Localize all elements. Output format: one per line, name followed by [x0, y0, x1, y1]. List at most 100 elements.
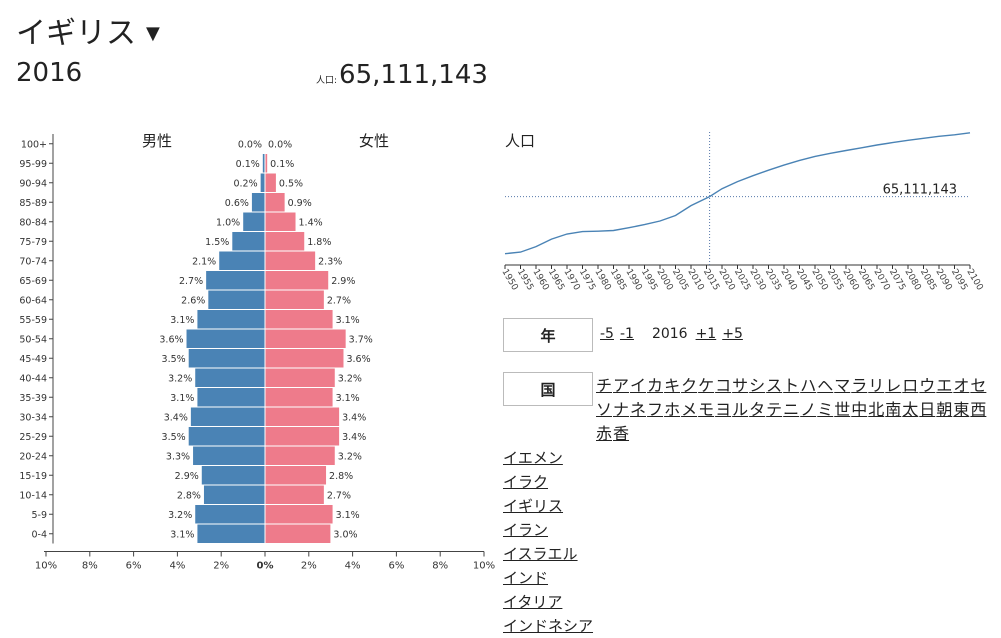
female-bar — [265, 154, 268, 173]
female-bar — [265, 407, 340, 426]
x-tick-label: 4% — [169, 561, 185, 572]
initial-link[interactable]: メ — [681, 400, 698, 419]
initial-link[interactable]: イ — [630, 376, 647, 395]
country-link[interactable]: イギリス — [503, 497, 564, 515]
population-series-line — [504, 132, 971, 255]
x-tick-label: 8% — [82, 561, 98, 572]
country-link[interactable]: イタリア — [503, 593, 563, 611]
initial-link[interactable]: 北 — [868, 400, 885, 419]
female-value-label: 2.7% — [327, 295, 351, 306]
year-minus-1-link[interactable]: -1 — [619, 326, 634, 342]
female-value-label: 0.5% — [279, 178, 303, 189]
initial-link[interactable]: 東 — [953, 400, 970, 419]
country-link[interactable]: インド — [503, 569, 549, 587]
female-bar — [265, 232, 305, 251]
female-bar — [265, 368, 335, 387]
country-link[interactable]: イエメン — [503, 449, 563, 467]
female-bar — [265, 466, 327, 485]
initial-link[interactable]: 香 — [613, 424, 630, 443]
initial-link[interactable]: ロ — [902, 376, 919, 395]
female-bar — [265, 388, 333, 407]
male-value-label: 3.2% — [168, 510, 192, 521]
x-tick-label: 8% — [432, 561, 448, 572]
initial-link[interactable]: ク — [681, 376, 698, 395]
male-bar — [219, 251, 265, 270]
initial-link[interactable]: ナ — [613, 400, 630, 419]
female-value-label: 0.9% — [288, 198, 312, 209]
initial-link[interactable]: ウ — [919, 376, 936, 395]
female-value-label: 3.4% — [342, 412, 366, 423]
initial-link[interactable]: ネ — [630, 400, 647, 419]
x-tick-label: 2100 — [964, 268, 984, 293]
initial-link[interactable]: ア — [613, 376, 630, 395]
initial-link[interactable]: ニ — [783, 400, 800, 419]
age-label: 55-59 — [19, 315, 47, 326]
initial-link[interactable]: テ — [766, 400, 783, 419]
initial-link[interactable]: オ — [953, 376, 970, 395]
female-bar — [265, 212, 296, 231]
initial-link[interactable]: コ — [715, 376, 732, 395]
initial-link[interactable]: ノ — [800, 400, 817, 419]
country-title[interactable]: イギリス ▼ — [16, 8, 160, 52]
initial-link[interactable]: エ — [936, 376, 953, 395]
caret-down-icon[interactable]: ▼ — [146, 23, 160, 44]
initial-link[interactable]: モ — [698, 400, 715, 419]
female-bar — [265, 329, 346, 348]
female-bar — [265, 524, 331, 543]
initial-link[interactable]: ハ — [800, 376, 817, 395]
year-plus-5-link[interactable]: +5 — [722, 326, 743, 342]
female-value-label: 2.7% — [327, 490, 351, 501]
initial-link[interactable]: ト — [783, 376, 800, 395]
year-button[interactable]: 年 — [503, 318, 593, 352]
initial-link[interactable]: 太 — [902, 400, 919, 419]
initial-link[interactable]: ル — [732, 400, 749, 419]
initial-link[interactable]: 朝 — [936, 400, 953, 419]
initial-link[interactable]: サ — [732, 376, 749, 395]
initial-link[interactable]: 日 — [919, 400, 936, 419]
age-label: 50-54 — [19, 334, 47, 345]
initial-link[interactable]: セ — [970, 376, 987, 395]
male-bar — [193, 446, 265, 465]
country-button[interactable]: 国 — [503, 372, 593, 406]
initial-link[interactable]: ミ — [817, 400, 834, 419]
initial-link[interactable]: チ — [596, 376, 613, 395]
initial-link[interactable]: リ — [868, 376, 885, 395]
country-link[interactable]: イラク — [503, 473, 549, 491]
initial-link[interactable]: キ — [664, 376, 681, 395]
initial-link[interactable]: ラ — [851, 376, 868, 395]
country-link[interactable]: イスラエル — [503, 545, 578, 563]
initial-link[interactable]: 赤 — [596, 424, 613, 443]
initial-link[interactable]: シ — [749, 376, 766, 395]
year-minus-5-link[interactable]: -5 — [600, 326, 614, 342]
x-tick-label: 0% — [257, 561, 274, 572]
initial-link[interactable]: マ — [834, 376, 851, 395]
initial-link[interactable]: ヘ — [817, 376, 834, 395]
initial-link[interactable]: 世 — [834, 400, 851, 419]
female-value-label: 3.2% — [338, 373, 362, 384]
male-bar — [190, 407, 265, 426]
initial-link[interactable]: 中 — [851, 400, 868, 419]
initial-link[interactable]: ソ — [596, 400, 613, 419]
initial-link[interactable]: タ — [749, 400, 766, 419]
initial-link[interactable]: 南 — [885, 400, 902, 419]
initial-link[interactable]: レ — [885, 376, 902, 395]
initial-link[interactable]: 西 — [970, 400, 987, 419]
initial-link[interactable]: ヨ — [715, 400, 732, 419]
initial-link[interactable]: カ — [647, 376, 664, 395]
female-value-label: 2.8% — [329, 471, 353, 482]
initial-link[interactable]: ス — [766, 376, 783, 395]
male-bar — [186, 329, 265, 348]
female-bar — [265, 271, 329, 290]
male-value-label: 3.2% — [168, 373, 192, 384]
age-label: 15-19 — [19, 471, 47, 482]
age-label: 30-34 — [19, 412, 47, 423]
male-value-label: 3.5% — [162, 354, 186, 365]
year-plus-1-link[interactable]: +1 — [695, 326, 717, 342]
country-link[interactable]: インドネシア — [503, 617, 594, 635]
initial-link[interactable]: ケ — [698, 376, 715, 395]
initial-link[interactable]: ホ — [664, 400, 681, 419]
country-link[interactable]: イラン — [503, 521, 549, 539]
initial-link[interactable]: フ — [647, 400, 664, 419]
female-value-label: 3.2% — [338, 451, 362, 462]
male-value-label: 3.6% — [159, 334, 183, 345]
